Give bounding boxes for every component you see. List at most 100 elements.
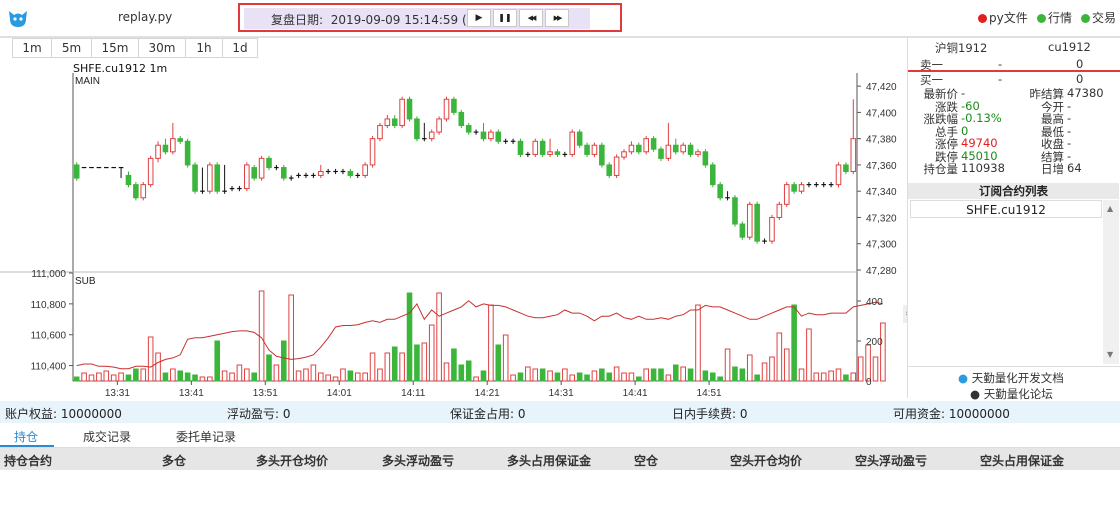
fast-forward-button[interactable]: ▶▶ xyxy=(545,9,569,27)
legend-py-file[interactable]: py文件 xyxy=(978,9,1028,26)
candle-body xyxy=(280,167,287,179)
margin-used: 保证金占用: 0 xyxy=(450,407,526,421)
volume-bar xyxy=(207,376,213,382)
candle-body xyxy=(576,131,583,146)
volume-bar xyxy=(702,370,709,382)
candle-body xyxy=(384,118,391,127)
col-long-qty[interactable]: 多仓 xyxy=(162,454,187,468)
active-tab-indicator xyxy=(0,445,54,447)
instrument-name: 沪铜1912 xyxy=(935,41,988,55)
col-short-qty[interactable]: 空仓 xyxy=(634,454,659,468)
volume-bar xyxy=(325,374,331,382)
volume-bar xyxy=(310,364,317,382)
period-1d-button[interactable]: 1d xyxy=(222,38,258,58)
candlestick-chart[interactable]: 47,420 47,400 47,380 47,360 47,340 47,320 47,3… xyxy=(0,0,906,400)
volume-bar xyxy=(739,368,746,382)
col-short-avg-price[interactable]: 空头开仓均价 xyxy=(730,454,803,468)
subscribe-list-scrollbar[interactable]: ▲ ▼ xyxy=(1103,200,1119,364)
candle-body xyxy=(732,197,738,225)
volume-bar xyxy=(783,348,790,382)
volume-bar xyxy=(672,364,679,382)
volume-bar xyxy=(732,366,738,382)
volume-bar xyxy=(813,372,820,382)
candle-body xyxy=(192,164,198,192)
replay-date: 复盘日期: 2019-09-09 15:14:59 (-) xyxy=(271,11,476,28)
legend-trade[interactable]: 交易 xyxy=(1081,9,1116,26)
candle-body xyxy=(709,164,716,186)
volume-bar xyxy=(303,368,309,382)
col-long-margin[interactable]: 多头占用保证金 xyxy=(507,454,592,468)
candle-body xyxy=(584,144,590,155)
volume-bar xyxy=(118,372,124,382)
play-button[interactable]: ▶ xyxy=(467,9,491,27)
candle-body xyxy=(140,184,147,199)
volume-bar xyxy=(650,368,657,382)
quote-value: 45010 xyxy=(961,148,998,163)
price-tick-label: 47,420 xyxy=(866,82,897,93)
volume-bar xyxy=(428,324,435,382)
rewind-button[interactable]: ◀◀ xyxy=(519,9,543,27)
volume-bar xyxy=(73,376,80,382)
candle-body xyxy=(547,151,553,155)
quote-value: 47380 xyxy=(1067,86,1104,100)
forum-link[interactable]: ● 天勤量化论坛 xyxy=(970,386,1053,402)
pause-button[interactable]: ❚❚ xyxy=(493,9,517,27)
quote-value: - xyxy=(1067,111,1072,125)
candle-body xyxy=(391,118,398,127)
scroll-up-icon: ▲ xyxy=(1107,204,1114,213)
candle-body xyxy=(458,111,465,127)
volume-bar xyxy=(554,372,561,382)
volume-bar xyxy=(162,372,169,382)
candle-body xyxy=(184,140,191,166)
col-short-margin[interactable]: 空头占用保证金 xyxy=(980,454,1065,468)
tab-positions[interactable]: 持仓 xyxy=(14,430,39,444)
volume-bar xyxy=(835,368,842,382)
quote-label: 今开 xyxy=(1041,99,1064,114)
volume-bar xyxy=(155,352,161,382)
candle-body xyxy=(665,144,672,159)
col-long-float-pnl[interactable]: 多头浮动盈亏 xyxy=(382,454,455,468)
subscribe-list-item[interactable]: SHFE.cu1912 xyxy=(910,200,1102,218)
volume-bar xyxy=(502,334,509,382)
legend-quotes[interactable]: 行情 xyxy=(1037,9,1072,26)
volume-bar xyxy=(532,368,539,382)
left-tick-label: 111,000 xyxy=(31,269,66,280)
volume-bar xyxy=(665,374,672,382)
candle-body xyxy=(769,216,775,242)
candle-body xyxy=(377,125,383,140)
candle-body xyxy=(672,144,679,153)
app-title: replay.py xyxy=(118,10,173,24)
tab-trades[interactable]: 成交记录 xyxy=(83,430,132,444)
volume-bar xyxy=(177,370,184,382)
period-1m-button[interactable]: 1m xyxy=(12,38,52,58)
volume-bar xyxy=(147,336,154,382)
volume-bar xyxy=(317,372,324,382)
price-tick-label: 47,320 xyxy=(866,213,897,224)
col-short-float-pnl[interactable]: 空头浮动盈亏 xyxy=(855,454,928,468)
candle-body xyxy=(539,140,546,155)
play-icon: ▶ xyxy=(475,13,483,23)
legend-trade-label: 交易 xyxy=(1092,11,1117,25)
quote-label: 跌停 xyxy=(935,149,958,164)
quote-value: - xyxy=(1067,136,1072,150)
price-tick-label: 47,380 xyxy=(866,135,897,146)
docs-link[interactable]: ● 天勤量化开发文档 xyxy=(958,370,1064,386)
volume-bar xyxy=(421,342,428,382)
chat-bubble-icon: ● xyxy=(970,387,981,401)
time-tick-label: 14:51 xyxy=(697,388,722,399)
quote-value: 64 xyxy=(1067,161,1082,175)
candle-body xyxy=(754,203,760,242)
quote-label: 日增 xyxy=(1041,162,1064,176)
tab-orders[interactable]: 委托单记录 xyxy=(176,430,237,444)
col-long-avg-price[interactable]: 多头开仓均价 xyxy=(256,454,329,468)
col-contract[interactable]: 持仓合约 xyxy=(4,454,53,468)
tab-divider xyxy=(0,447,1120,448)
volume-bar xyxy=(798,368,805,382)
legend-py-file-label: py文件 xyxy=(989,11,1028,25)
quote-value: 0 xyxy=(961,123,969,138)
candle-body xyxy=(428,131,435,140)
ask-price: - xyxy=(998,57,1003,71)
candle-body xyxy=(695,151,701,155)
quote-label: 最低 xyxy=(1041,124,1064,139)
volume-bar xyxy=(103,370,110,382)
